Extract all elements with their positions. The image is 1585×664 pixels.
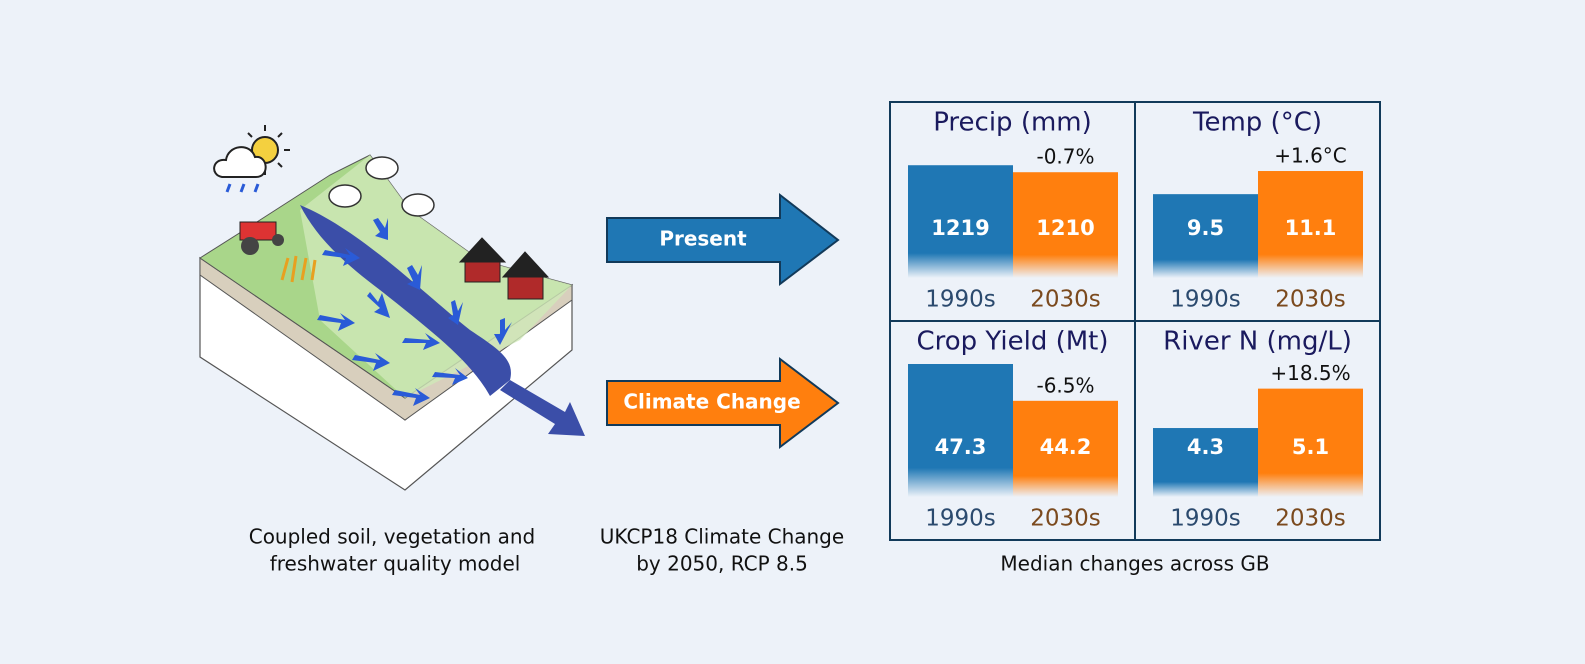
value-label: 1219 <box>931 216 989 240</box>
bar <box>1258 171 1363 278</box>
category-label: 2030s <box>1030 287 1101 313</box>
climate-label: Climate Change <box>623 390 800 414</box>
results-caption: Median changes across GB <box>1000 552 1269 576</box>
present-label: Present <box>659 227 747 251</box>
change-annotation: +18.5% <box>1270 361 1350 385</box>
value-label: 47.3 <box>935 435 987 459</box>
change-annotation: -0.7% <box>1036 145 1094 169</box>
value-label: 9.5 <box>1187 216 1224 240</box>
bar <box>1153 194 1258 278</box>
bar <box>908 165 1013 278</box>
scenario-caption: by 2050, RCP 8.5 <box>636 552 808 576</box>
category-label: 1990s <box>925 506 996 532</box>
chart-title: Temp (°C) <box>1192 108 1322 138</box>
bar <box>1013 400 1118 497</box>
category-label: 2030s <box>1275 287 1346 313</box>
category-label: 1990s <box>925 287 996 313</box>
category-label: 2030s <box>1030 506 1101 532</box>
value-label: 44.2 <box>1040 435 1092 459</box>
value-label: 11.1 <box>1285 216 1337 240</box>
change-annotation: +1.6°C <box>1274 144 1347 168</box>
scenario-caption: UKCP18 Climate Change <box>600 525 844 549</box>
value-label: 4.3 <box>1187 435 1224 459</box>
value-label: 5.1 <box>1292 435 1329 459</box>
landscape-illustration <box>199 125 585 491</box>
chart-title: Precip (mm) <box>933 108 1092 138</box>
tractor <box>239 221 284 255</box>
chart-title: River N (mg/L) <box>1163 327 1352 357</box>
present-arrow <box>606 192 840 287</box>
panel-border <box>1134 320 1381 541</box>
model-caption: freshwater quality model <box>270 552 521 576</box>
category-label: 1990s <box>1170 287 1241 313</box>
bar <box>1153 428 1258 497</box>
category-label: 1990s <box>1170 506 1241 532</box>
bar <box>1258 388 1363 497</box>
change-annotation: -6.5% <box>1036 373 1094 397</box>
bar <box>1013 172 1118 278</box>
weather-icon <box>213 125 290 193</box>
value-label: 1210 <box>1036 216 1094 240</box>
chart-title: Crop Yield (Mt) <box>916 327 1108 357</box>
climate-arrow <box>606 356 840 450</box>
model-caption: Coupled soil, vegetation and <box>249 525 536 549</box>
bar <box>908 364 1013 497</box>
category-label: 2030s <box>1275 506 1346 532</box>
